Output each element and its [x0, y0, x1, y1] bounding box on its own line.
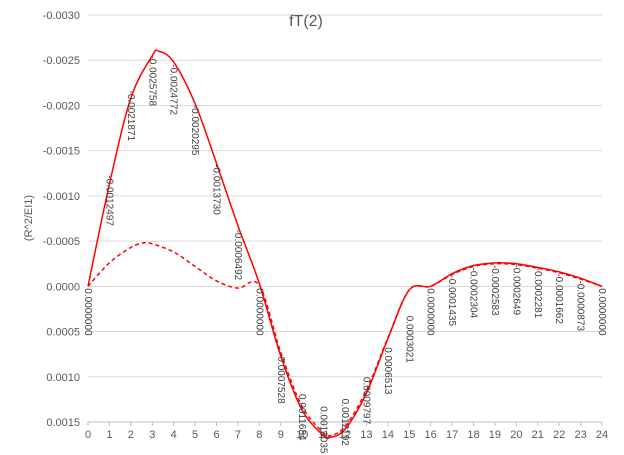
y-tick-label: -0.0005 — [43, 236, 80, 248]
x-tick-label: 0 — [85, 429, 91, 441]
data-label: -0.0013730 — [211, 164, 222, 215]
data-label: 0.0009797 — [360, 377, 371, 425]
y-tick-label: -0.0010 — [43, 191, 80, 203]
x-tick-label: 7 — [235, 429, 241, 441]
y-axis-label: (R^2/EI1) — [23, 195, 35, 241]
data-label: -0.0025758 — [146, 55, 157, 106]
y-tick-label: -0.0015 — [43, 146, 80, 158]
data-label: -0.0024772 — [168, 64, 179, 115]
data-label: 0.0003021 — [403, 316, 414, 364]
x-tick-label: 15 — [403, 429, 415, 441]
data-label: 0.0000000 — [596, 288, 607, 336]
gridlines — [88, 14, 602, 423]
data-label: -0.0002304 — [468, 268, 479, 319]
x-tick-label: 3 — [149, 429, 155, 441]
x-tick-label: 4 — [171, 429, 177, 441]
data-label: -0.0012497 — [103, 175, 114, 226]
data-label: -0.0002649 — [510, 264, 521, 315]
x-tick-label: 10 — [296, 429, 308, 441]
data-label: -0.0001435 — [446, 275, 457, 326]
data-label: 0.0013035 — [318, 406, 329, 454]
chart-title: fT(2) — [289, 13, 323, 30]
x-tick-label: 18 — [467, 429, 479, 441]
data-label: -0.0001662 — [553, 273, 564, 324]
y-tick-label: -0.0020 — [43, 100, 80, 112]
y-tick-label: 0.0015 — [46, 417, 80, 429]
y-tick-label: 0.0010 — [46, 372, 80, 384]
x-tick-label: 1 — [106, 429, 112, 441]
x-tick-label: 14 — [382, 429, 394, 441]
x-tick-label: 13 — [360, 429, 372, 441]
x-tick-label: 9 — [278, 429, 284, 441]
y-tick-label: -0.0030 — [43, 10, 80, 22]
x-tick-label: 16 — [425, 429, 437, 441]
data-label: -0.0020295 — [189, 105, 200, 156]
data-label: 0.0012192 — [339, 399, 350, 447]
y-tick-label: -0.0025 — [43, 55, 80, 67]
data-label: -0.0021871 — [125, 91, 136, 142]
x-tick-label: 24 — [596, 429, 608, 441]
data-label: 0.0006513 — [382, 347, 393, 395]
x-tick-label: 21 — [532, 429, 544, 441]
x-tick-label: 22 — [553, 429, 565, 441]
x-tick-label: 20 — [510, 429, 522, 441]
x-tick-label: 19 — [489, 429, 501, 441]
x-tick-label: 8 — [256, 429, 262, 441]
data-label: -0.0000873 — [575, 280, 586, 331]
series-line-dashed — [87, 241, 603, 438]
data-label: -0.0002281 — [532, 268, 543, 319]
y-tick-label: 0.0000 — [46, 281, 80, 293]
series-line-solid — [87, 49, 603, 440]
data-label: 0.0000000 — [253, 288, 264, 336]
x-tick-label: 2 — [128, 429, 134, 441]
y-tick-label: 0.0005 — [46, 327, 80, 339]
data-label: 0.0000000 — [425, 288, 436, 336]
data-label: -0.0002583 — [489, 265, 500, 316]
data-label: -0.0006492 — [232, 230, 243, 281]
series-lines — [87, 49, 603, 440]
data-label: 0.0011684 — [296, 394, 307, 441]
x-tick-label: 23 — [574, 429, 586, 441]
x-tick-label: 17 — [446, 429, 458, 441]
data-label: 0.0000000 — [82, 288, 93, 336]
x-tick-label: 6 — [213, 429, 219, 441]
data-label: 0.0007528 — [275, 356, 286, 404]
x-tick-label: 5 — [192, 429, 198, 441]
data-labels: 0.0000000-0.0012497-0.0021871-0.0025758-… — [82, 55, 607, 454]
